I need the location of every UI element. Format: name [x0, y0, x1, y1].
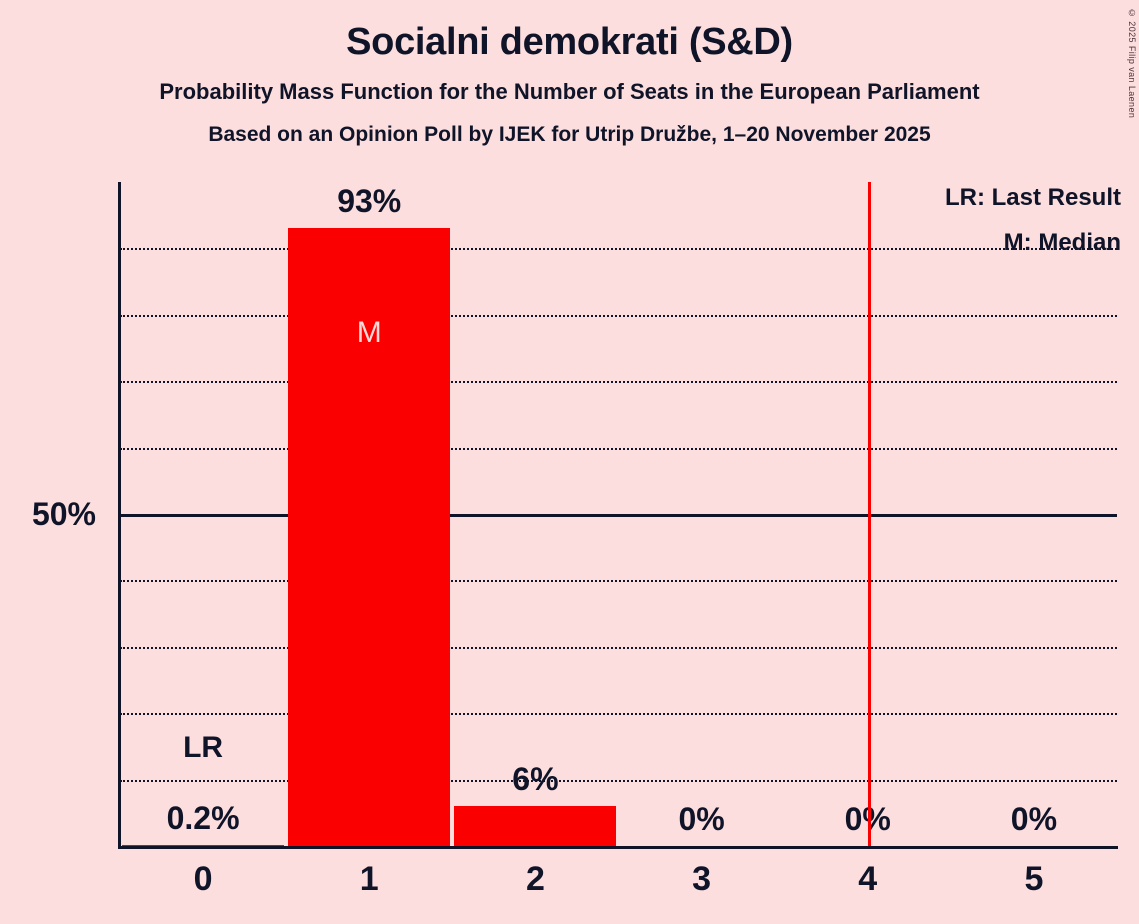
x-axis-tick-label: 5 [1024, 860, 1044, 898]
gridline [120, 580, 1117, 583]
bar-slot[interactable]: 0.2% LR [120, 182, 286, 846]
bar-value-label: 93% [337, 183, 402, 220]
legend-entry: M: Median [1003, 229, 1121, 256]
x-axis-line [118, 846, 1118, 849]
bar-slot[interactable]: 0% [785, 182, 951, 846]
bar-slot[interactable]: 93% M [286, 182, 452, 846]
bar-series: 0.2% LR 93% M 6% 0% 0% 0% [120, 182, 1117, 846]
bar-slot[interactable]: 0% [951, 182, 1117, 846]
last-result-line [867, 182, 871, 846]
chart-source-line: Based on an Opinion Poll by IJEK for Utr… [208, 123, 931, 146]
copyright-notice: © 2025 Filip van Laenen [1127, 8, 1137, 119]
bar[interactable] [122, 844, 285, 846]
bar-value-label: 0.2% [166, 799, 240, 836]
legend-entry: LR: Last Result [944, 184, 1121, 211]
bar-slot[interactable]: 6% [452, 182, 618, 846]
page-title: Socialni demokrati (S&D) [346, 21, 793, 63]
bar[interactable] [288, 228, 451, 846]
gridline [120, 314, 1117, 317]
gridline [120, 646, 1117, 649]
bar-marker-m: M [356, 316, 382, 350]
bar-value-label: 0% [678, 801, 725, 837]
bar[interactable] [454, 806, 617, 846]
bar-value-label: 0% [1010, 801, 1058, 837]
gridline [120, 248, 1117, 251]
chart-subtitle: Probability Mass Function for the Number… [159, 79, 980, 104]
gridline-major [120, 514, 1117, 517]
gridline [120, 447, 1117, 450]
bar-marker-lr: LR [183, 730, 224, 764]
plot-area: 0.2% LR 93% M 6% 0% 0% 0% [118, 182, 1118, 849]
y-axis-tick-label: 50% [31, 496, 96, 532]
bar-value-label: 6% [512, 761, 559, 798]
x-axis-tick-label: 3 [692, 860, 712, 898]
bar-slot[interactable]: 0% [619, 182, 785, 846]
gridline [120, 779, 1117, 782]
bar-value-label: 0% [785, 803, 951, 835]
y-axis-line [118, 182, 121, 846]
x-axis-tick-label: 1 [359, 860, 379, 898]
chart-legend: LR: Last Result M: Median [945, 186, 1121, 255]
gridline [120, 381, 1117, 384]
y-axis-tick-labels: 50% [0, 0, 110, 924]
x-axis-tick-label: 4 [858, 860, 878, 898]
gridline [120, 713, 1117, 716]
x-axis-tick-labels: 0 1 2 3 4 5 [120, 862, 1117, 912]
x-axis-tick-label: 0 [193, 860, 213, 898]
x-axis-tick-label: 2 [525, 860, 545, 898]
chart-header: Socialni demokrati (S&D) Probability Mas… [0, 0, 1139, 145]
